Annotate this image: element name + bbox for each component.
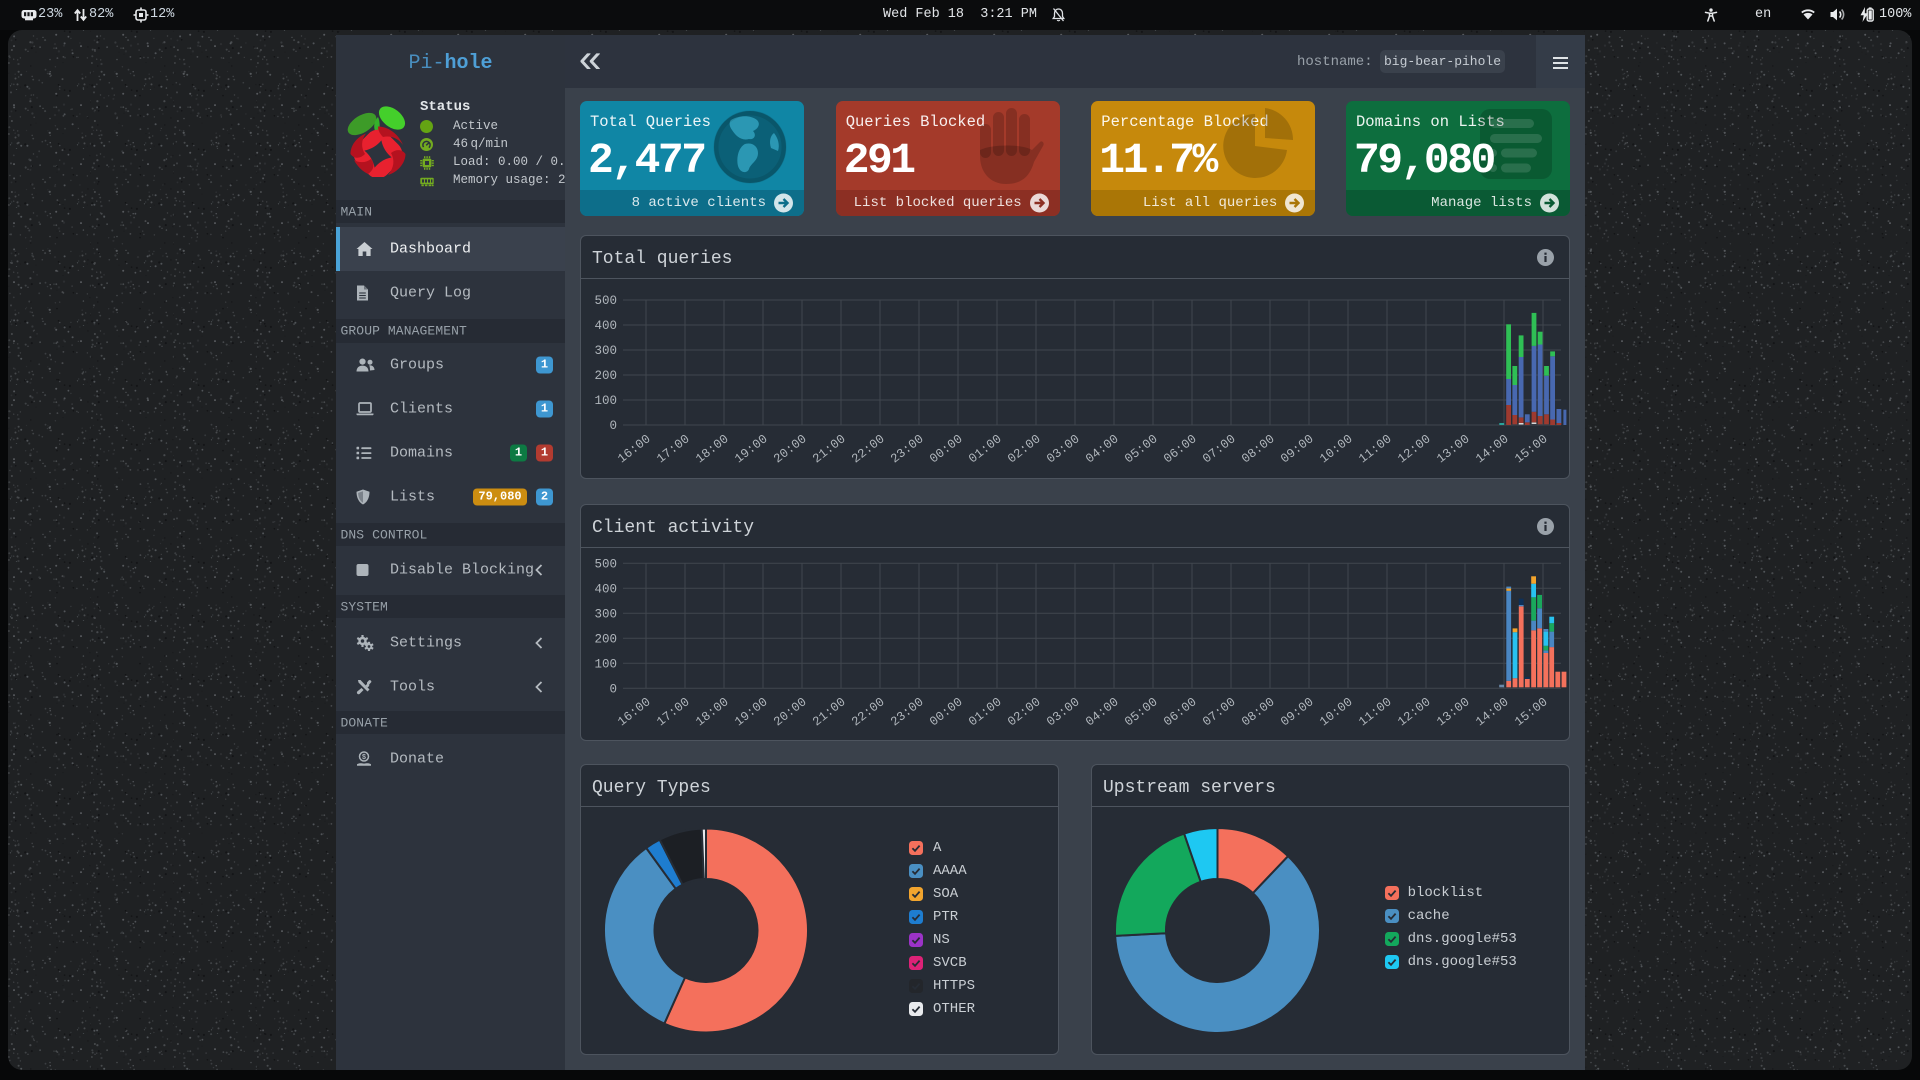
svg-text:09:00: 09:00 xyxy=(1278,695,1316,729)
svg-text:14:00: 14:00 xyxy=(1473,432,1511,466)
svg-text:23:00: 23:00 xyxy=(888,695,926,729)
svg-text:12:00: 12:00 xyxy=(1395,695,1433,729)
svg-text:23:00: 23:00 xyxy=(888,432,926,466)
svg-text:00:00: 00:00 xyxy=(927,695,965,729)
svg-text:07:00: 07:00 xyxy=(1200,695,1238,729)
svg-text:14:00: 14:00 xyxy=(1473,695,1511,729)
svg-text:15:00: 15:00 xyxy=(1512,695,1550,729)
svg-text:300: 300 xyxy=(594,344,617,358)
svg-text:01:00: 01:00 xyxy=(966,432,1004,466)
svg-text:100: 100 xyxy=(594,394,617,408)
svg-text:16:00: 16:00 xyxy=(615,432,653,466)
svg-text:08:00: 08:00 xyxy=(1239,695,1277,729)
svg-text:200: 200 xyxy=(594,369,617,383)
svg-text:0: 0 xyxy=(609,419,617,433)
svg-text:21:00: 21:00 xyxy=(810,432,848,466)
svg-text:05:00: 05:00 xyxy=(1122,695,1160,729)
svg-text:400: 400 xyxy=(594,582,617,596)
svg-text:08:00: 08:00 xyxy=(1239,432,1277,466)
svg-text:10:00: 10:00 xyxy=(1317,432,1355,466)
svg-text:22:00: 22:00 xyxy=(849,432,887,466)
svg-text:11:00: 11:00 xyxy=(1356,695,1394,729)
svg-text:18:00: 18:00 xyxy=(693,695,731,729)
svg-text:20:00: 20:00 xyxy=(771,432,809,466)
svg-text:0: 0 xyxy=(609,682,617,696)
svg-text:$: $ xyxy=(362,754,366,762)
svg-text:17:00: 17:00 xyxy=(654,432,692,466)
svg-text:06:00: 06:00 xyxy=(1161,695,1199,729)
svg-text:500: 500 xyxy=(594,557,617,571)
svg-text:12:00: 12:00 xyxy=(1395,432,1433,466)
svg-text:18:00: 18:00 xyxy=(693,432,731,466)
svg-text:500: 500 xyxy=(594,294,617,308)
svg-text:11:00: 11:00 xyxy=(1356,432,1394,466)
svg-text:10:00: 10:00 xyxy=(1317,695,1355,729)
svg-text:07:00: 07:00 xyxy=(1200,432,1238,466)
svg-text:13:00: 13:00 xyxy=(1434,432,1472,466)
svg-text:04:00: 04:00 xyxy=(1083,432,1121,466)
svg-text:03:00: 03:00 xyxy=(1044,695,1082,729)
svg-text:05:00: 05:00 xyxy=(1122,432,1160,466)
svg-text:04:00: 04:00 xyxy=(1083,695,1121,729)
svg-text:09:00: 09:00 xyxy=(1278,432,1316,466)
svg-text:17:00: 17:00 xyxy=(654,695,692,729)
svg-text:13:00: 13:00 xyxy=(1434,695,1472,729)
svg-text:02:00: 02:00 xyxy=(1005,695,1043,729)
svg-text:06:00: 06:00 xyxy=(1161,432,1199,466)
svg-text:22:00: 22:00 xyxy=(849,695,887,729)
svg-text:16:00: 16:00 xyxy=(615,695,653,729)
svg-text:400: 400 xyxy=(594,319,617,333)
svg-text:00:00: 00:00 xyxy=(927,432,965,466)
svg-text:100: 100 xyxy=(594,657,617,671)
svg-text:21:00: 21:00 xyxy=(810,695,848,729)
svg-text:02:00: 02:00 xyxy=(1005,432,1043,466)
svg-text:19:00: 19:00 xyxy=(732,432,770,466)
svg-text:03:00: 03:00 xyxy=(1044,432,1082,466)
svg-text:20:00: 20:00 xyxy=(771,695,809,729)
svg-text:01:00: 01:00 xyxy=(966,695,1004,729)
svg-text:300: 300 xyxy=(594,607,617,621)
svg-text:15:00: 15:00 xyxy=(1512,432,1550,466)
svg-text:19:00: 19:00 xyxy=(732,695,770,729)
svg-text:200: 200 xyxy=(594,632,617,646)
